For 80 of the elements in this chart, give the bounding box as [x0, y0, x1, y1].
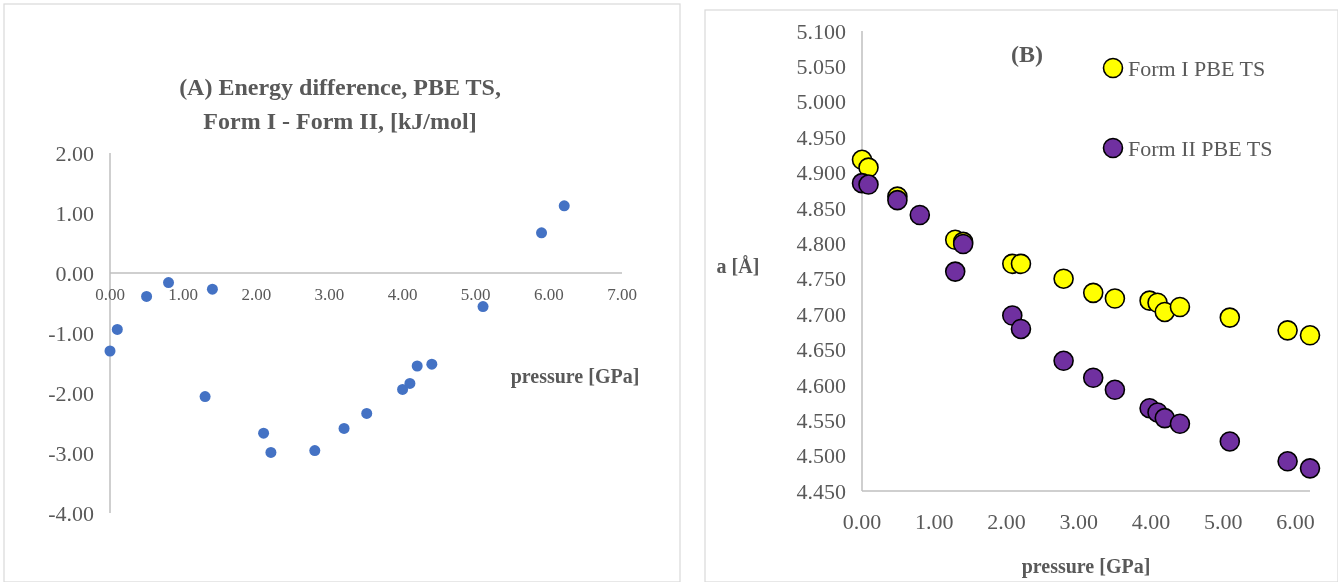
legend-label: Form II PBE TS — [1128, 135, 1273, 161]
x-tick-label: 6.00 — [533, 285, 564, 304]
x-tick-label: 7.00 — [607, 285, 637, 304]
y-tick-label: -4.00 — [48, 500, 94, 526]
point — [1299, 458, 1321, 479]
point — [338, 422, 350, 434]
y-tick-label: -1.00 — [48, 320, 94, 346]
legend-label: Form I PBE TS — [1128, 55, 1266, 81]
y-tick-label: 4.750 — [796, 266, 846, 292]
point — [1082, 282, 1104, 304]
y-tick-label: 4.500 — [796, 443, 846, 469]
point — [206, 283, 218, 295]
x-tick-label: 1.00 — [168, 285, 199, 304]
point — [909, 204, 931, 226]
x-axis-title: pressure [GPa] — [510, 365, 640, 388]
point — [1169, 413, 1191, 435]
y-tick-label: 1.00 — [55, 200, 94, 226]
y-tick-label: 5.000 — [796, 89, 846, 115]
point — [265, 446, 277, 458]
x-tick-label: 4.00 — [387, 285, 418, 304]
point — [404, 377, 416, 389]
y-tick-label: 4.950 — [796, 124, 846, 150]
x-tick-label: 1.00 — [915, 509, 954, 534]
point — [1053, 350, 1074, 372]
point — [309, 445, 321, 457]
y-tick-label: 2.00 — [55, 140, 94, 166]
x-tick-label: 5.00 — [1204, 509, 1243, 534]
x-tick-label: 6.00 — [1276, 509, 1315, 534]
x-tick-label: 5.00 — [460, 285, 491, 304]
chart-title: (B) — [1011, 41, 1043, 67]
point — [1104, 379, 1126, 401]
x-tick-label: 0.00 — [95, 285, 125, 304]
y-tick-label: 0.00 — [55, 260, 94, 286]
point — [111, 323, 123, 335]
point — [397, 383, 409, 395]
y-tick-label: 4.600 — [796, 372, 846, 398]
y-tick-label: -3.00 — [48, 440, 94, 466]
x-tick-label: 2.00 — [987, 509, 1026, 534]
point — [1277, 320, 1298, 341]
point — [1299, 325, 1321, 346]
point — [199, 391, 211, 403]
point — [141, 290, 153, 302]
point — [1219, 431, 1241, 452]
y-axis-title: a [Å] — [716, 255, 760, 277]
point — [1104, 288, 1126, 309]
point — [558, 200, 570, 212]
x-tick-label: 4.00 — [1131, 509, 1171, 534]
chart-title: (A) Energy difference, PBE TS, Form I - Form II, [kJ/mol] — [179, 74, 501, 134]
y-tick-label: 4.550 — [796, 407, 846, 433]
y-tick-label: 4.450 — [796, 478, 846, 504]
point — [104, 345, 116, 357]
point — [1277, 451, 1298, 472]
point — [536, 227, 548, 239]
point — [361, 407, 373, 419]
y-tick-label: 5.050 — [796, 54, 846, 80]
x-tick-label: 3.00 — [1059, 509, 1099, 534]
point — [1053, 268, 1074, 289]
x-tick-label: 0.00 — [842, 509, 882, 534]
x-axis-title: pressure [GPa] — [1021, 555, 1151, 578]
point — [477, 301, 489, 313]
y-tick-label: 5.100 — [796, 18, 846, 44]
y-tick-label: -2.00 — [48, 380, 94, 406]
point — [1169, 296, 1191, 318]
point — [426, 358, 438, 370]
y-tick-label: 4.700 — [796, 301, 846, 327]
y-tick-label: 4.650 — [796, 337, 846, 363]
point — [1219, 307, 1241, 328]
y-tick-label: 4.900 — [796, 160, 846, 186]
x-tick-label: 2.00 — [241, 285, 272, 304]
point — [411, 360, 423, 372]
point — [1082, 367, 1104, 389]
y-tick-label: 4.850 — [796, 195, 846, 221]
point — [1010, 253, 1032, 275]
point — [858, 174, 879, 195]
point — [1010, 318, 1032, 340]
y-tick-label: 4.800 — [796, 231, 846, 257]
point — [163, 277, 175, 289]
point — [258, 427, 270, 439]
point — [944, 261, 966, 282]
x-tick-label: 3.00 — [314, 285, 345, 304]
